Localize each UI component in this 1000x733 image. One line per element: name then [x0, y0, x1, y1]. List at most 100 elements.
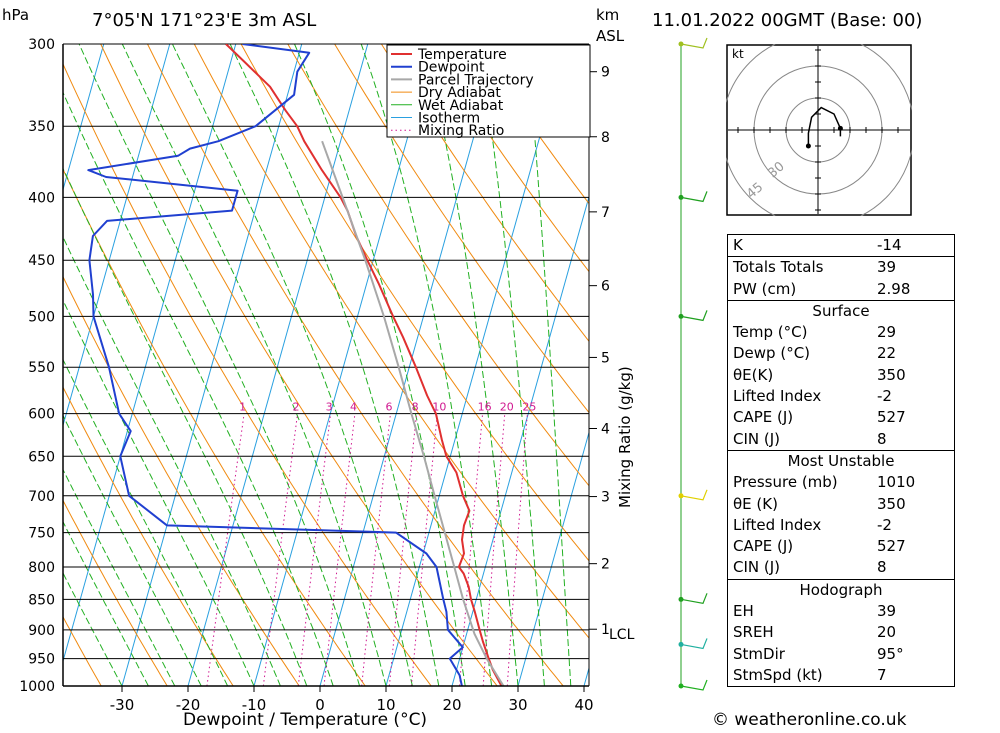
surface-row: θE(K) 350 — [727, 364, 955, 387]
legend-label: Dry Adiabat — [418, 85, 501, 101]
mixing-ratio-line — [388, 413, 418, 686]
surface-row: CAPE (J) 527 — [727, 407, 955, 429]
mixing-ratio-label: 3 — [326, 401, 333, 414]
pressure-tick-label: 300 — [28, 37, 55, 53]
mixing-ratio-line — [482, 413, 506, 686]
surface-section-title: Surface — [727, 300, 955, 323]
wet-adiabat-line — [63, 520, 149, 686]
index-label: SREH — [727, 622, 872, 644]
index-value: 22 — [872, 343, 955, 365]
pressure-tick-label: 650 — [28, 449, 55, 465]
pressure-level-lines — [63, 43, 589, 687]
legend-label: Parcel Trajectory — [418, 72, 534, 88]
series-line-dewpoint — [87, 44, 464, 686]
hodograph-trace — [805, 106, 843, 149]
mixing-ratio-line — [506, 413, 528, 686]
isotherm-line — [63, 44, 171, 428]
sounding-series — [87, 44, 505, 686]
section-title: Hodograph — [727, 579, 955, 602]
index-label: CIN (J) — [727, 557, 872, 580]
wet-adiabat-line — [526, 44, 572, 686]
km-tick-label: 3 — [601, 490, 610, 506]
x-tick-label: 20 — [442, 696, 461, 714]
index-label: PW (cm) — [727, 278, 872, 301]
index-label: Lifted Index — [727, 514, 872, 537]
index-label: StmSpd (kt) — [727, 664, 872, 688]
pressure-tick-label: 750 — [28, 526, 55, 542]
most-unstable-row: Lifted Index -2 — [727, 514, 955, 537]
datetime-title: 11.01.2022 00GMT (Base: 00) — [652, 10, 922, 31]
most-unstable-row: CAPE (J) 527 — [727, 536, 955, 558]
x-tick-label: 40 — [574, 696, 593, 714]
mixing-ratio-line — [206, 413, 245, 686]
dry-adiabat-line — [240, 44, 589, 562]
index-value: -2 — [872, 514, 955, 537]
index-label: StmDir — [727, 643, 872, 665]
hodograph-row: StmSpd (kt) 7 — [727, 664, 955, 688]
index-value: -14 — [872, 233, 955, 257]
km-tick-label: 7 — [601, 205, 610, 221]
index-value: 1010 — [872, 472, 955, 494]
wind-barb — [680, 593, 708, 605]
x-tick-label: -10 — [242, 696, 267, 714]
mixing-ratio-line — [361, 413, 391, 686]
dry-adiabat-line — [63, 168, 366, 686]
index-label: Temp (°C) — [727, 322, 872, 344]
axis-labels: 1 2 3 4 6 8 10 16 20 2530035040045050055060065070… — [19, 37, 634, 714]
location-title: 7°05'N 171°23'E 3m ASL — [92, 10, 316, 31]
isotherm-line — [517, 430, 589, 686]
index-row-k: K -14 — [727, 233, 955, 257]
isotherm-lines — [63, 44, 589, 686]
index-value: 20 — [872, 622, 955, 644]
mixing-ratio-axis-title: Mixing Ratio (g/kg) — [616, 366, 634, 508]
wet-adiabat-line — [360, 44, 493, 686]
hodograph-point — [837, 125, 843, 131]
km-tick-label: 4 — [601, 422, 610, 438]
isotherm-line — [253, 44, 435, 686]
index-row-totals: Totals Totals 39 — [727, 256, 955, 279]
mixing-ratio-line — [262, 413, 299, 686]
km-tick-label: 9 — [601, 65, 610, 81]
dry-adiabat-line — [147, 44, 564, 686]
legend-box — [386, 44, 591, 138]
index-label: θE (K) — [727, 493, 872, 515]
index-label: CAPE (J) — [727, 407, 872, 429]
most-unstable-section-title: Most Unstable — [727, 450, 955, 473]
isotherm-line — [385, 44, 567, 686]
legend-label: Mixing Ratio — [418, 123, 504, 139]
x-axis-title: Dewpoint / Temperature (°C) — [183, 710, 427, 730]
height-unit-asl: ASL — [596, 27, 625, 45]
index-value: -2 — [872, 386, 955, 408]
wind-barb — [680, 191, 708, 203]
dry-adiabat-line — [63, 499, 168, 686]
mixing-ratio-line — [323, 413, 356, 686]
wet-adiabat-line — [171, 44, 413, 686]
index-label: θE(K) — [727, 364, 872, 387]
height-unit-km: km — [596, 6, 619, 24]
surface-row: Dewp (°C) 22 — [727, 343, 955, 365]
isotherm-line — [451, 194, 589, 686]
index-value: 95° — [872, 643, 955, 665]
index-value: 39 — [872, 601, 955, 623]
copyright-link[interactable]: © weatheronline.co.uk — [712, 710, 907, 730]
mixing-ratio-label: 10 — [432, 401, 446, 414]
x-tick-label: -20 — [176, 696, 201, 714]
pressure-tick-label: 900 — [28, 623, 55, 639]
index-label: CIN (J) — [727, 428, 872, 451]
dry-adiabat-line — [427, 44, 589, 273]
pressure-tick-label: 350 — [28, 119, 55, 135]
index-value: 527 — [872, 536, 955, 558]
mixing-ratio-line — [297, 413, 332, 686]
wet-adiabat-lines — [63, 44, 572, 686]
index-value: 350 — [872, 364, 955, 387]
index-value: 8 — [872, 428, 955, 451]
wind-barb — [680, 638, 708, 650]
wet-adiabat-line — [294, 44, 466, 686]
surface-row: CIN (J) 8 — [727, 428, 955, 451]
index-row-pw: PW (cm) 2.98 — [727, 278, 955, 301]
legend-label: Temperature — [417, 47, 507, 63]
wind-profile — [678, 37, 708, 691]
series-line-parcel-trajectory — [321, 140, 505, 686]
legend-label: Wet Adiabat — [418, 98, 504, 114]
